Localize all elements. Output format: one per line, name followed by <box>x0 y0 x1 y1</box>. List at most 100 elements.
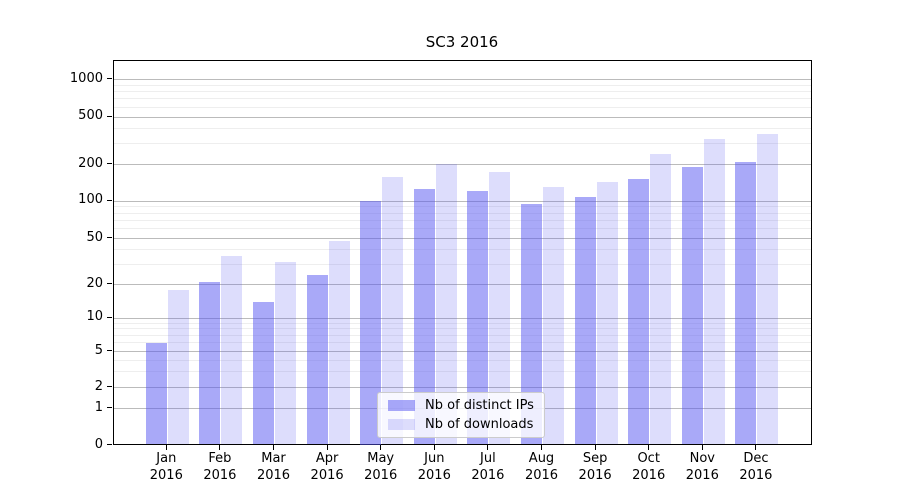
grid-minor-line <box>113 334 811 336</box>
grid-major-line <box>113 164 811 165</box>
grid-minor-line <box>113 212 811 214</box>
y-tick-label: 2 <box>94 378 103 394</box>
bar-distinct-ips-aug <box>521 203 542 445</box>
y-tick-label: 20 <box>86 275 103 291</box>
y-axis-tick <box>107 283 112 284</box>
grid-minor-line <box>113 249 811 251</box>
x-axis-tick <box>594 445 596 450</box>
bar-distinct-ips-mar <box>253 301 274 445</box>
bar-distinct-ips-jan <box>145 342 167 445</box>
x-tick-label-year: 2016 <box>524 468 559 483</box>
x-tick-label-month: Apr <box>315 451 339 466</box>
bar-distinct-ips-jun <box>413 188 435 445</box>
grid-minor-line <box>113 359 811 361</box>
grid-major-line <box>113 79 811 80</box>
y-tick-label: 1 <box>94 399 103 415</box>
y-axis-tick <box>107 199 112 201</box>
bar-downloads-aug <box>543 187 564 445</box>
x-tick-label-month: Dec <box>743 451 769 466</box>
grid-major-line <box>113 116 811 118</box>
x-axis-tick <box>326 445 328 450</box>
y-axis-tick <box>107 444 112 445</box>
y-axis-tick <box>107 115 112 117</box>
bar-distinct-ips-jul <box>467 190 489 445</box>
x-axis-tick <box>701 445 703 450</box>
legend-label-distinct-ips: Nb of distinct IPs <box>425 398 534 413</box>
grid-minor-line <box>113 228 811 230</box>
x-tick-label-year: 2016 <box>364 468 398 483</box>
grid-minor-line <box>113 98 811 100</box>
bar-distinct-ips-oct <box>628 178 650 445</box>
y-axis-tick <box>107 163 112 164</box>
x-axis-tick <box>380 445 382 450</box>
bar-downloads-nov <box>703 139 725 445</box>
x-axis-tick <box>648 445 650 450</box>
x-tick-label-year: 2016 <box>471 468 505 483</box>
x-tick-label-month: Nov <box>689 451 715 466</box>
y-tick-label: 100 <box>78 192 103 207</box>
x-tick-label-year: 2016 <box>417 468 451 483</box>
y-axis-tick <box>107 350 112 351</box>
x-axis-tick <box>487 445 489 450</box>
bar-distinct-ips-feb <box>199 282 221 445</box>
y-tick-label: 10 <box>86 309 103 324</box>
grid-minor-line <box>113 106 811 108</box>
grid-minor-line <box>113 91 811 93</box>
legend-swatch-distinct-ips-icon <box>388 400 415 411</box>
grid-major-line <box>113 351 811 352</box>
y-axis-tick <box>107 386 112 387</box>
y-tick-label: 50 <box>86 229 103 245</box>
x-tick-label-month: Mar <box>261 451 286 466</box>
x-axis-tick <box>433 445 435 450</box>
x-tick-label-year: 2016 <box>632 468 666 483</box>
bar-downloads-jul <box>489 172 511 445</box>
grid-minor-line <box>113 328 811 330</box>
y-axis-tick <box>107 407 112 408</box>
x-tick-label-year: 2016 <box>203 468 237 483</box>
legend-swatch-downloads-icon <box>388 419 415 430</box>
x-tick-label-month: Feb <box>208 451 232 466</box>
y-tick-label: 0 <box>94 436 103 452</box>
y-axis-tick <box>107 316 112 318</box>
x-tick-label-month: Jan <box>156 451 177 466</box>
x-axis-tick <box>273 445 274 450</box>
chart-title: SC3 2016 <box>425 33 499 51</box>
bar-downloads-mar <box>275 262 296 445</box>
grid-major-line <box>113 284 811 285</box>
x-tick-label-month: Jun <box>424 451 445 466</box>
grid-minor-line <box>113 263 811 265</box>
x-axis-tick <box>165 445 167 450</box>
y-tick-label: 500 <box>78 108 103 123</box>
bar-downloads-jan <box>167 289 189 445</box>
legend: Nb of distinct IPs Nb of downloads <box>377 392 545 438</box>
bar-downloads-jun <box>435 163 457 445</box>
bar-distinct-ips-dec <box>735 161 757 445</box>
grid-major-line <box>113 238 811 239</box>
x-tick-label-year: 2016 <box>685 468 719 483</box>
bar-distinct-ips-nov <box>681 166 703 445</box>
y-tick-label: 200 <box>78 155 103 171</box>
grid-minor-line <box>113 84 811 86</box>
grid-major-line <box>113 387 811 388</box>
legend-item-distinct-ips: Nb of distinct IPs <box>386 398 536 413</box>
grid-major-line <box>113 200 811 202</box>
bar-downloads-feb <box>221 256 243 445</box>
legend-label-downloads: Nb of downloads <box>425 417 534 432</box>
y-tick-label: 5 <box>94 342 103 358</box>
x-tick-label-month: Jul <box>480 451 496 466</box>
grid-minor-line <box>113 206 811 208</box>
grid-minor-line <box>113 219 811 221</box>
x-tick-label-year: 2016 <box>578 468 612 483</box>
grid-minor-line <box>113 322 811 324</box>
bar-downloads-may <box>382 176 404 445</box>
grid-minor-line <box>113 142 811 144</box>
x-tick-label-year: 2016 <box>149 468 183 483</box>
bar-distinct-ips-sep <box>574 197 596 445</box>
grid-minor-line <box>113 342 811 344</box>
bar-downloads-apr <box>328 240 350 445</box>
x-tick-label-month: May <box>367 451 395 466</box>
x-axis-tick <box>541 445 542 450</box>
bar-distinct-ips-may <box>360 201 382 445</box>
x-tick-label-month: Aug <box>528 451 555 466</box>
